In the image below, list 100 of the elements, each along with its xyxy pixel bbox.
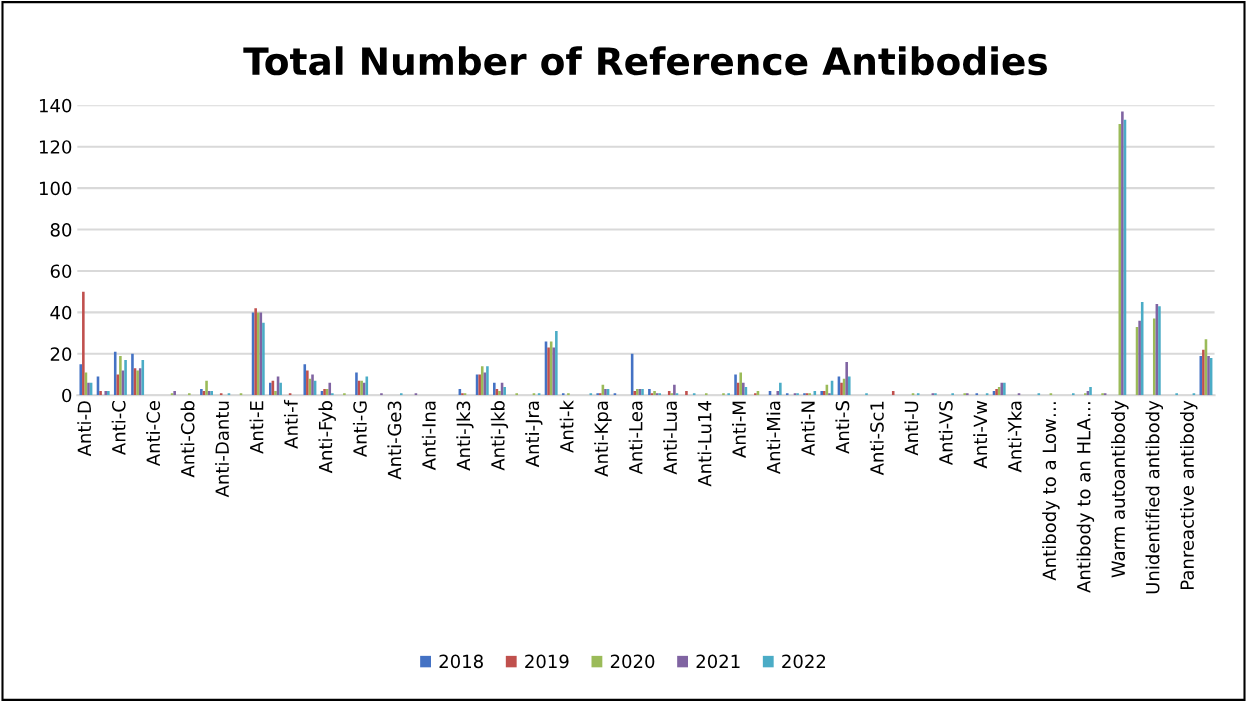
legend-label: 2020	[610, 654, 655, 669]
x-tick-label: Anti-Kpa	[594, 401, 612, 477]
bar	[555, 331, 558, 396]
x-tick-label: Antibody to an HLA…	[1076, 402, 1095, 593]
x-tick-label: Anti-Lea	[628, 401, 643, 475]
bar	[779, 382, 782, 396]
x-tick-label: Anti-VS	[938, 401, 953, 466]
x-tick-label: Anti-Mia	[766, 401, 781, 475]
bar	[119, 355, 122, 396]
bar	[343, 393, 346, 396]
bar	[274, 391, 277, 396]
bar	[303, 364, 307, 396]
bar	[951, 393, 954, 396]
legend-label: 2021	[696, 654, 740, 669]
x-tick-label: Anti-k	[559, 400, 574, 453]
bar	[254, 308, 257, 396]
bar	[311, 374, 314, 396]
legend-label: 2019	[525, 654, 569, 669]
bar	[355, 372, 358, 396]
x-tick-label: Anti-Jkb	[490, 401, 509, 471]
bar	[131, 353, 134, 396]
bar	[515, 393, 518, 396]
y-tick-label: 100	[39, 181, 72, 196]
bar	[673, 384, 676, 396]
x-tick-label: Anti-Jk3	[456, 401, 474, 471]
x-tick-label: Anti-D	[77, 401, 91, 457]
bar	[975, 393, 979, 396]
bar	[1152, 318, 1156, 396]
bar	[1121, 111, 1124, 396]
bar	[845, 362, 848, 396]
x-tick-label: Anti-Ce	[146, 401, 161, 467]
bar	[552, 347, 556, 396]
bar	[493, 382, 496, 396]
y-tick-label: 0	[62, 388, 72, 403]
x-tick-label: Anti-Ge3	[387, 401, 402, 480]
x-tick-label: Panreactive antibody	[1179, 400, 1198, 589]
x-tick-label: Antibody to a Low…	[1042, 402, 1060, 581]
bar	[891, 391, 895, 396]
bar	[328, 382, 332, 396]
x-tick-label: Warm autoantibody	[1111, 400, 1129, 578]
bar	[828, 393, 831, 396]
bar	[1071, 393, 1075, 396]
bar	[205, 380, 208, 396]
bar	[847, 376, 851, 396]
bar	[262, 322, 265, 396]
bar	[1138, 320, 1141, 396]
bar	[727, 393, 730, 396]
x-tick-label: Anti-f	[283, 399, 298, 449]
x-tick-label: Anti-Fyb	[318, 401, 336, 474]
x-tick-label: Anti-M	[731, 401, 746, 458]
bar	[503, 386, 506, 396]
bar	[79, 364, 83, 396]
bar	[306, 370, 309, 396]
x-tick-label: Anti-Yka	[1007, 401, 1022, 473]
bar	[685, 391, 688, 396]
bar	[561, 393, 565, 396]
y-tick-label: 80	[50, 223, 72, 237]
bar	[785, 393, 789, 396]
bar	[380, 393, 383, 396]
x-tick-label: Anti-Cob	[180, 401, 195, 478]
bar	[739, 372, 743, 396]
x-tick-label: Anti-S	[835, 401, 850, 454]
bar	[124, 360, 127, 396]
bar	[188, 393, 191, 396]
y-tick-label: 40	[50, 305, 72, 320]
x-tick-label: Anti-U	[904, 401, 919, 456]
bar	[734, 374, 737, 396]
bar	[99, 391, 102, 396]
x-tick-label: Anti-Lua	[663, 401, 678, 475]
x-tick-label: Anti-N	[800, 401, 815, 456]
x-tick-label: Anti-C	[111, 401, 126, 455]
bar	[648, 389, 651, 396]
bar	[113, 351, 117, 396]
x-tick-label: Anti-Jra	[525, 401, 543, 468]
bar	[82, 291, 85, 396]
x-tick-label: Anti-Ina	[421, 401, 436, 471]
bar	[865, 393, 868, 396]
bar	[399, 393, 403, 396]
bar	[486, 366, 489, 396]
bar	[331, 393, 334, 396]
x-tick-label: Anti-Dantu	[215, 401, 230, 498]
x-tick-label: Unidentified antibody	[1145, 400, 1164, 594]
x-tick-label: Anti-Vw	[973, 400, 987, 469]
bar	[1175, 393, 1178, 396]
bar	[704, 393, 708, 396]
bar	[567, 393, 570, 396]
y-tick-label: 60	[50, 264, 72, 279]
y-tick-label: 20	[50, 347, 72, 361]
x-tick-label: Anti-G	[352, 401, 367, 457]
bar	[776, 391, 780, 396]
bar	[742, 382, 745, 396]
x-tick-label: Anti-Lu14	[697, 401, 712, 487]
chart-title: Total Number of Reference Antibodies	[243, 46, 1047, 76]
x-tick-label: Anti-E	[249, 401, 264, 454]
y-tick-label: 120	[39, 140, 72, 154]
legend-label: 2022	[782, 654, 826, 669]
bar	[480, 366, 484, 396]
bar	[1202, 349, 1205, 396]
bar	[547, 347, 550, 396]
bar	[279, 382, 282, 396]
